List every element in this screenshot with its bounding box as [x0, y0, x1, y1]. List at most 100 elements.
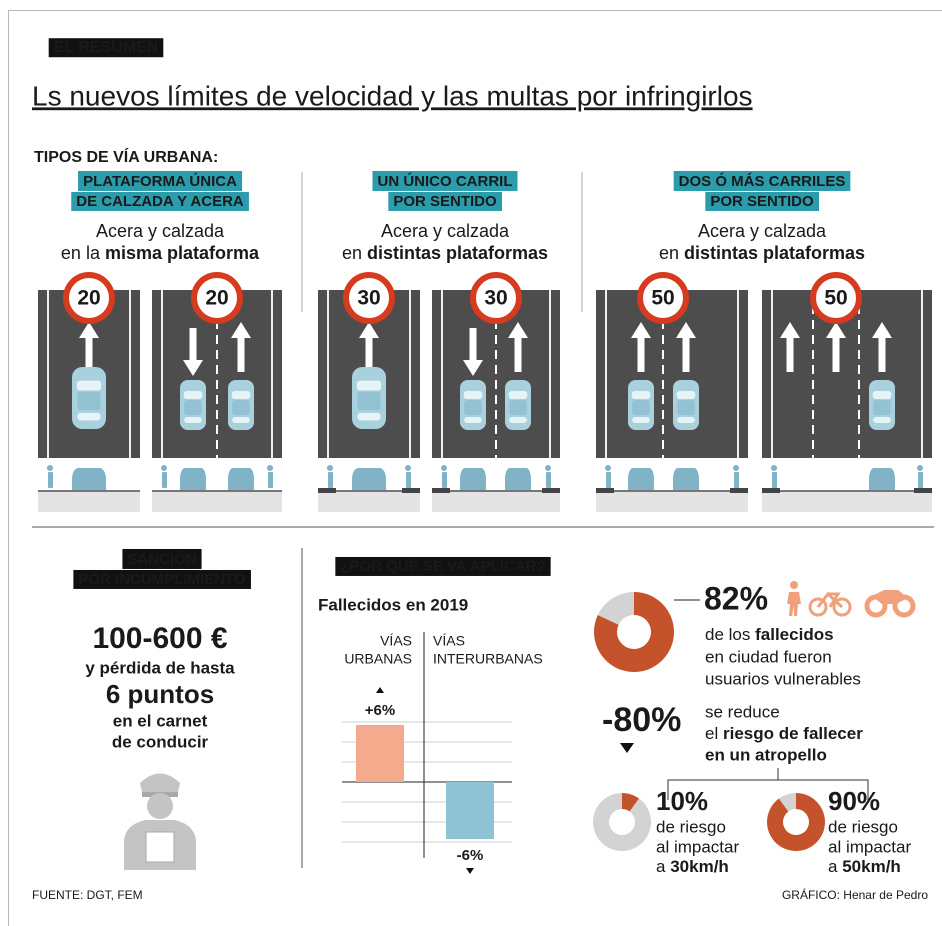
car-profile	[673, 468, 699, 490]
ground	[152, 492, 282, 512]
percent: 10%	[656, 786, 708, 816]
big-percent: 82%	[704, 580, 768, 616]
car-roof	[873, 400, 891, 415]
credit: GRÁFICO: Henar de Pedro	[782, 887, 928, 902]
sanction-text: en el carnet	[113, 711, 208, 730]
pedestrian-head	[771, 465, 777, 471]
speed-limit: 50	[651, 287, 674, 310]
car-roof	[464, 400, 482, 415]
road-edge-line	[327, 290, 329, 458]
car-window	[184, 417, 202, 423]
up-triangle	[376, 687, 384, 693]
road-desc: en lamisma plataforma	[61, 243, 260, 263]
road-edge-line	[409, 290, 411, 458]
sanction-label: SANCIÓN	[127, 550, 196, 568]
car-roof	[677, 400, 695, 415]
pedestrian-head	[441, 465, 447, 471]
chart-title: Fallecidos en 2019	[318, 595, 468, 614]
road-edge-line	[129, 290, 131, 458]
arrow-shaft	[787, 334, 794, 372]
road-type-label: POR SENTIDO	[710, 193, 814, 210]
sanction-text: y pérdida de hasta	[85, 658, 235, 677]
down-triangle	[620, 743, 634, 753]
pedestrian-body	[328, 472, 333, 488]
why-label: ¿POR QUÉ SE VA APLICAR?	[340, 558, 545, 575]
page: { "header": {"tag": "EL RESUMEN", "title…	[0, 0, 942, 926]
arrow-shaft	[683, 334, 690, 372]
pedestrian-head	[405, 465, 411, 471]
text-part: en	[342, 243, 362, 263]
stat-text: en un atropello	[705, 745, 827, 764]
bold-text: misma plataforma	[105, 243, 260, 263]
stat-text: al impactar	[828, 837, 911, 856]
car-profile	[460, 468, 486, 490]
arrow-shaft	[879, 334, 886, 372]
road-edge-line	[737, 290, 739, 458]
car-window	[232, 417, 250, 423]
stat-text: en ciudad fueron	[705, 647, 832, 666]
car-window	[677, 417, 695, 423]
car-window	[464, 417, 482, 423]
text-part: a	[656, 857, 666, 876]
road-desc: Acera y calzada	[698, 221, 827, 241]
stat-text: de los fallecidos	[705, 625, 834, 644]
stat-text: usuarios vulnerables	[705, 669, 861, 688]
arrow-shaft	[190, 328, 197, 364]
speed-limit: 30	[484, 287, 507, 310]
bold-text: fallecidos	[755, 625, 833, 644]
curb	[432, 488, 450, 493]
pedestrian-body	[406, 472, 411, 488]
road-type-label: PLATAFORMA ÚNICA	[83, 172, 237, 190]
donut-rest	[593, 793, 651, 851]
category-label: URBANAS	[344, 651, 412, 667]
source: FUENTE: DGT, FEM	[32, 888, 143, 902]
text-part: en	[659, 243, 679, 263]
road-edge-line	[161, 290, 163, 458]
pedestrian-body	[268, 472, 273, 488]
car-profile	[72, 468, 106, 490]
pedestrian-head	[605, 465, 611, 471]
bold-text: 30km/h	[670, 857, 729, 876]
car-roof	[184, 400, 202, 415]
bold-text: 50km/h	[842, 857, 901, 876]
car-profile	[352, 468, 386, 490]
road-type-label: DOS Ó MÁS CARRILES	[679, 172, 846, 190]
points: 6 puntos	[106, 679, 214, 709]
car-window	[77, 413, 100, 420]
down-triangle	[466, 868, 474, 874]
pedestrian-body	[772, 472, 777, 488]
pedestrian-body	[546, 472, 551, 488]
curb	[542, 488, 560, 493]
sanction-label: POR INCUMPLIMIENTO	[78, 571, 246, 588]
car-profile	[869, 468, 895, 490]
car-window	[632, 417, 650, 423]
road-edge-line	[441, 290, 443, 458]
speed-limit: 30	[357, 287, 380, 310]
pedestrian-body	[918, 472, 923, 488]
car-window	[509, 391, 528, 399]
pedestrian-head	[545, 465, 551, 471]
stat-text: al impactar	[656, 837, 739, 856]
road-type-label: POR SENTIDO	[393, 193, 497, 210]
category-label: VÍAS	[380, 633, 412, 649]
text-part: el	[705, 724, 718, 743]
arrow-shaft	[638, 334, 645, 372]
text-part: de los	[705, 625, 750, 644]
road-edge-line	[549, 290, 551, 458]
car-roof	[232, 400, 250, 415]
arrow-shaft	[238, 334, 245, 372]
pedestrian-head	[47, 465, 53, 471]
car-roof	[357, 392, 380, 411]
car-window	[184, 391, 203, 399]
category-label: VÍAS	[433, 633, 465, 649]
arrow-shaft	[366, 334, 373, 372]
car-window	[232, 391, 251, 399]
ground	[762, 492, 932, 512]
road-edge-line	[47, 290, 49, 458]
ground	[432, 492, 560, 512]
police-notepad	[146, 832, 174, 862]
section-heading: TIPOS DE VÍA URBANA:	[34, 147, 218, 166]
